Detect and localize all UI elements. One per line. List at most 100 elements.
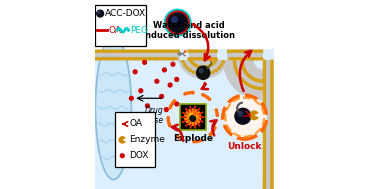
Circle shape — [155, 58, 157, 60]
Circle shape — [253, 50, 255, 52]
Bar — [180, 49, 227, 60]
Circle shape — [101, 58, 103, 60]
Circle shape — [263, 124, 265, 126]
Circle shape — [190, 58, 192, 60]
Circle shape — [224, 54, 226, 56]
Circle shape — [215, 58, 217, 60]
Circle shape — [271, 92, 273, 94]
Circle shape — [168, 83, 172, 87]
Circle shape — [160, 94, 163, 98]
Circle shape — [233, 59, 235, 62]
Circle shape — [108, 58, 110, 60]
Circle shape — [209, 50, 211, 52]
Circle shape — [170, 104, 172, 106]
Circle shape — [210, 50, 212, 52]
Circle shape — [143, 50, 145, 52]
Circle shape — [216, 54, 218, 56]
Circle shape — [215, 109, 217, 111]
Circle shape — [182, 50, 184, 52]
Circle shape — [208, 98, 211, 100]
Circle shape — [164, 108, 168, 112]
Circle shape — [246, 58, 248, 60]
Circle shape — [263, 122, 265, 124]
Polygon shape — [193, 117, 195, 129]
Circle shape — [271, 114, 273, 116]
Polygon shape — [193, 117, 201, 119]
Circle shape — [263, 163, 265, 166]
Circle shape — [242, 80, 245, 82]
Circle shape — [271, 67, 273, 70]
Circle shape — [215, 58, 217, 60]
Circle shape — [263, 178, 265, 180]
Circle shape — [243, 69, 246, 71]
Polygon shape — [193, 117, 200, 126]
Circle shape — [271, 70, 273, 72]
Circle shape — [172, 58, 174, 60]
Circle shape — [196, 65, 198, 67]
Circle shape — [150, 58, 152, 60]
Circle shape — [187, 50, 189, 52]
Circle shape — [98, 50, 101, 52]
Circle shape — [221, 58, 223, 60]
Polygon shape — [193, 112, 200, 117]
Circle shape — [271, 72, 273, 75]
Circle shape — [271, 183, 273, 185]
Circle shape — [271, 146, 273, 148]
Circle shape — [199, 50, 201, 52]
Polygon shape — [189, 109, 193, 117]
Circle shape — [197, 50, 199, 52]
Circle shape — [180, 58, 181, 60]
Circle shape — [263, 63, 265, 65]
Circle shape — [226, 50, 228, 52]
Circle shape — [125, 58, 127, 60]
Circle shape — [212, 129, 215, 131]
Circle shape — [255, 79, 257, 81]
Circle shape — [216, 112, 218, 114]
Polygon shape — [186, 108, 193, 117]
FancyBboxPatch shape — [94, 5, 146, 46]
Circle shape — [271, 122, 273, 124]
Circle shape — [194, 64, 196, 66]
Circle shape — [195, 50, 197, 52]
Circle shape — [271, 97, 273, 99]
Circle shape — [184, 51, 186, 52]
Circle shape — [190, 60, 192, 63]
Circle shape — [208, 72, 210, 75]
Circle shape — [252, 77, 254, 80]
Circle shape — [263, 87, 265, 89]
Circle shape — [263, 80, 265, 82]
Circle shape — [263, 131, 265, 134]
Circle shape — [143, 58, 145, 60]
Polygon shape — [193, 115, 201, 117]
Circle shape — [194, 112, 196, 115]
Circle shape — [271, 144, 273, 146]
Circle shape — [271, 126, 273, 129]
Circle shape — [242, 64, 244, 67]
Circle shape — [189, 50, 191, 52]
FancyBboxPatch shape — [180, 104, 206, 130]
Circle shape — [215, 69, 217, 71]
Circle shape — [173, 100, 175, 102]
Circle shape — [189, 69, 191, 71]
Circle shape — [125, 50, 127, 52]
Circle shape — [263, 176, 265, 178]
Circle shape — [263, 109, 265, 112]
Circle shape — [214, 127, 216, 129]
Circle shape — [199, 69, 203, 73]
Circle shape — [188, 58, 190, 60]
Circle shape — [105, 58, 108, 60]
Polygon shape — [193, 108, 200, 117]
Circle shape — [103, 50, 105, 52]
Circle shape — [186, 67, 188, 69]
Circle shape — [196, 72, 198, 75]
Circle shape — [123, 50, 125, 52]
Circle shape — [271, 136, 273, 139]
Circle shape — [199, 58, 201, 60]
Circle shape — [218, 50, 221, 52]
Circle shape — [244, 71, 246, 73]
Circle shape — [130, 58, 132, 60]
Circle shape — [212, 50, 215, 52]
Circle shape — [192, 91, 194, 94]
Circle shape — [234, 66, 237, 69]
Circle shape — [210, 58, 212, 60]
